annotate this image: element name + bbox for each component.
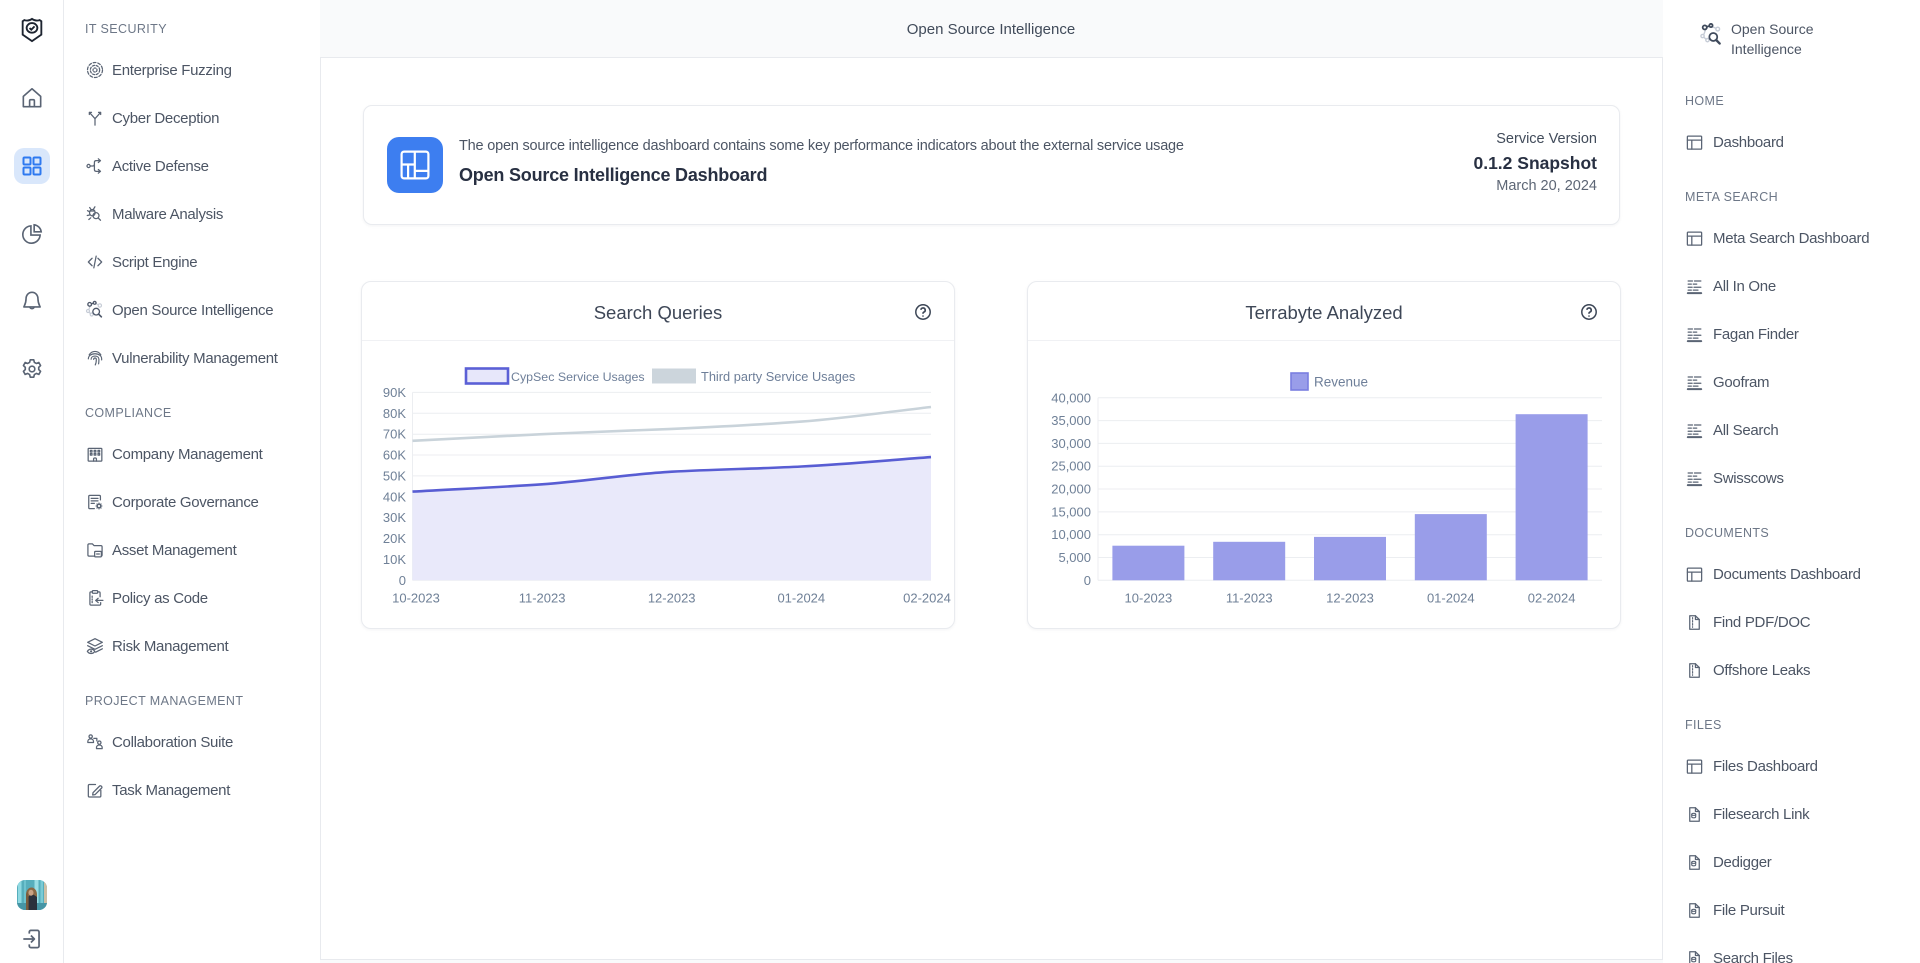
svg-text:80K: 80K <box>383 406 406 421</box>
svg-text:35,000: 35,000 <box>1051 413 1091 428</box>
svg-text:60K: 60K <box>383 448 406 463</box>
svg-text:30K: 30K <box>383 510 406 525</box>
svg-text:02-2024: 02-2024 <box>903 591 951 606</box>
svg-text:10,000: 10,000 <box>1051 527 1091 542</box>
svg-text:10-2023: 10-2023 <box>392 591 440 606</box>
svg-text:Third party Service Usages: Third party Service Usages <box>701 369 855 384</box>
svg-text:15,000: 15,000 <box>1051 504 1091 519</box>
svg-text:CypSec Service Usages: CypSec Service Usages <box>511 370 645 384</box>
svg-text:02-2024: 02-2024 <box>1528 591 1576 606</box>
svg-text:70K: 70K <box>383 427 406 442</box>
svg-text:40K: 40K <box>383 489 406 504</box>
svg-text:25,000: 25,000 <box>1051 459 1091 474</box>
svg-text:12-2023: 12-2023 <box>648 591 696 606</box>
svg-text:0: 0 <box>1084 573 1091 588</box>
svg-text:01-2024: 01-2024 <box>777 591 825 606</box>
svg-text:20K: 20K <box>383 531 406 546</box>
svg-text:12-2023: 12-2023 <box>1326 591 1374 606</box>
svg-text:10K: 10K <box>383 552 406 567</box>
svg-text:30,000: 30,000 <box>1051 436 1091 451</box>
svg-text:90K: 90K <box>383 385 406 400</box>
svg-text:01-2024: 01-2024 <box>1427 591 1475 606</box>
svg-text:0: 0 <box>399 573 406 588</box>
svg-text:5,000: 5,000 <box>1058 550 1091 565</box>
svg-text:Revenue: Revenue <box>1314 375 1368 390</box>
svg-text:11-2023: 11-2023 <box>519 591 566 606</box>
svg-text:10-2023: 10-2023 <box>1125 591 1173 606</box>
svg-text:50K: 50K <box>383 468 406 483</box>
svg-text:20,000: 20,000 <box>1051 482 1091 497</box>
svg-text:11-2023: 11-2023 <box>1226 591 1273 606</box>
svg-text:40,000: 40,000 <box>1051 390 1091 405</box>
